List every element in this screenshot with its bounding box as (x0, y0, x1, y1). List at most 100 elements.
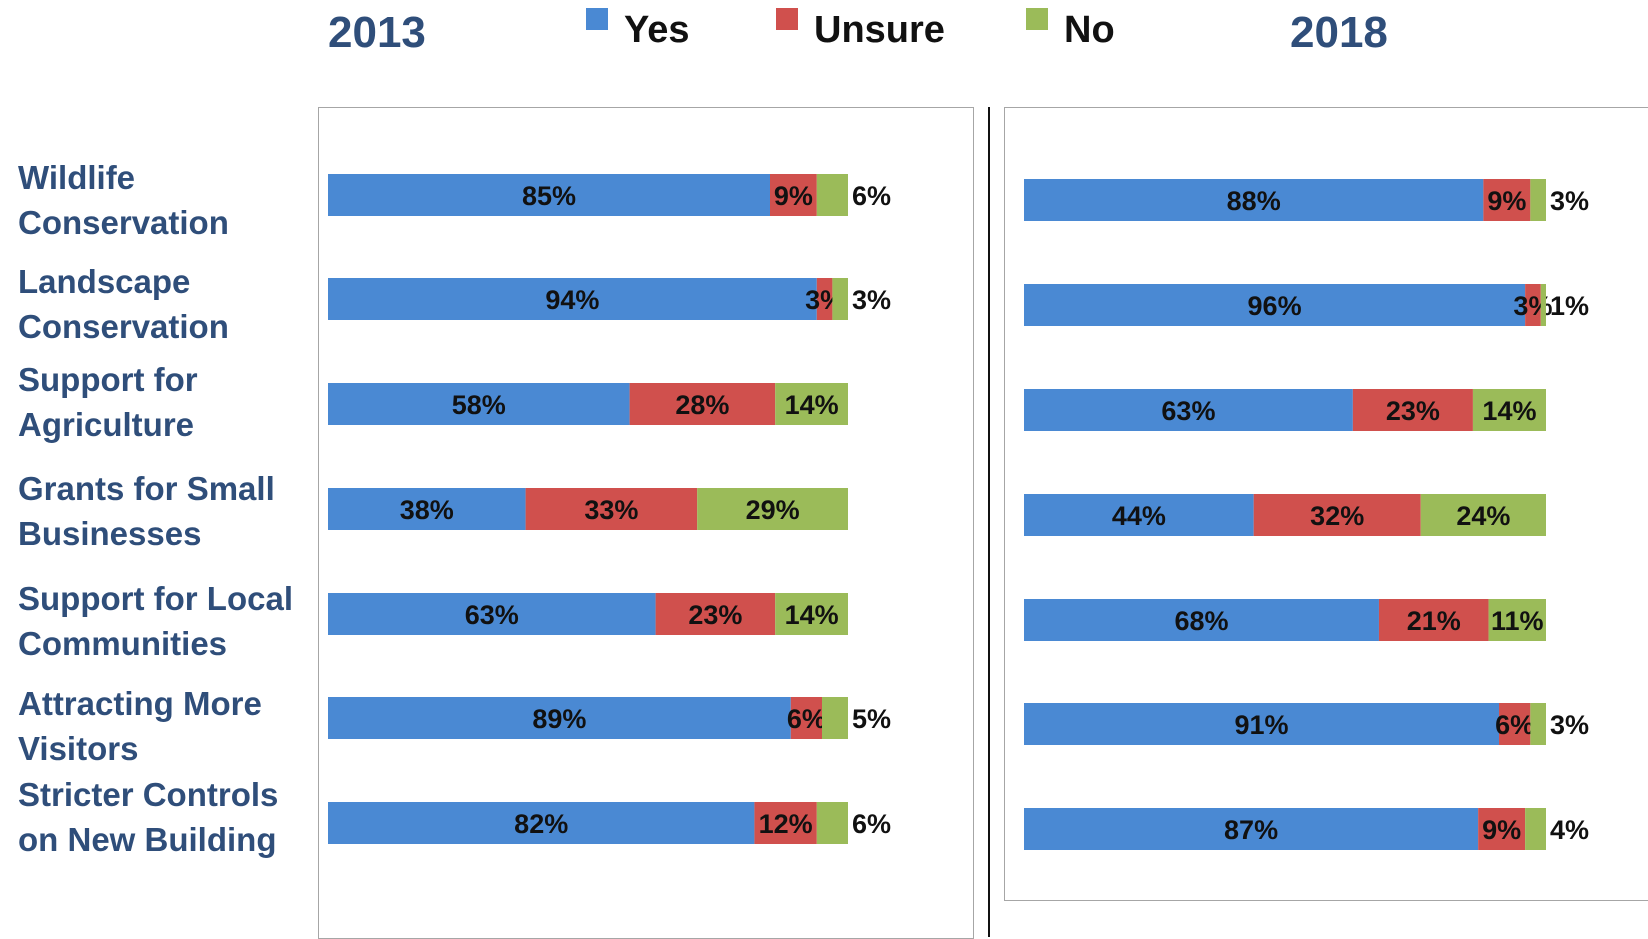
bar-2018-building-yes (1024, 808, 1479, 850)
data-label-2018-visitors-no: 3% (1550, 710, 1589, 740)
bar-2018-landscape-unsure (1525, 284, 1541, 326)
bar-2013-visitors-yes (328, 697, 791, 739)
bar-2013-landscape-no (832, 278, 848, 320)
bar-2018-landscape-no (1540, 284, 1546, 326)
category-label-line: Businesses (18, 515, 202, 552)
data-label-2013-wildlife-unsure: 9% (774, 181, 813, 211)
category-label-line: Support for (18, 361, 198, 398)
data-label-2013-communities-unsure: 23% (688, 600, 742, 630)
bar-2018-visitors-no (1530, 703, 1546, 745)
bar-2018-communities-no (1488, 599, 1546, 641)
data-label-2018-building-no: 4% (1550, 815, 1589, 845)
bar-2013-landscape-unsure (816, 278, 833, 320)
data-label-2018-grants-no: 24% (1456, 501, 1510, 531)
bar-2013-grants-unsure (525, 488, 698, 530)
category-label-visitors: Attracting More Visitors (18, 681, 318, 771)
data-label-2018-communities-no: 11% (1491, 606, 1544, 636)
data-label-2013-building-yes: 82% (514, 809, 568, 839)
legend-label-no: No (1064, 9, 1115, 51)
bar-2018-wildlife-no (1530, 179, 1546, 221)
category-label-communities: Support for Local Communities (18, 576, 318, 666)
data-label-2018-building-unsure: 9% (1482, 815, 1521, 845)
data-label-2018-building-yes: 87% (1224, 815, 1278, 845)
category-label-line: Stricter Controls (18, 776, 279, 813)
legend-swatch-no (1026, 8, 1048, 30)
bar-2013-grants-yes (328, 488, 526, 530)
data-label-2018-visitors-yes: 91% (1234, 710, 1288, 740)
category-label-line: Attracting More (18, 685, 262, 722)
legend-item-unsure: Unsure (776, 6, 945, 54)
data-label-2018-landscape-yes: 96% (1248, 291, 1302, 321)
bar-2013-visitors-no (822, 697, 848, 739)
bar-2013-communities-yes (328, 593, 656, 635)
bar-2018-landscape-yes (1024, 284, 1526, 326)
bar-2018-agriculture-no (1472, 389, 1546, 431)
chart-title-2018: 2018 (1290, 8, 1388, 57)
data-label-2013-visitors-yes: 89% (532, 704, 586, 734)
category-label-grants: Grants for Small Businesses (18, 466, 318, 556)
data-label-2013-wildlife-yes: 85% (522, 181, 576, 211)
data-label-2013-landscape-no: 3% (852, 285, 891, 315)
bar-2013-wildlife-no (816, 174, 848, 216)
legend-swatch-yes (586, 8, 608, 30)
bar-2018-grants-yes (1024, 494, 1254, 536)
bar-2018-building-no (1525, 808, 1546, 850)
data-label-2013-wildlife-no: 6% (852, 181, 891, 211)
data-label-2018-communities-unsure: 21% (1407, 606, 1461, 636)
bar-2013-communities-no (775, 593, 848, 635)
data-label-2018-agriculture-no: 14% (1482, 396, 1536, 426)
data-label-2018-visitors-unsure: 6% (1495, 710, 1534, 740)
data-label-2018-wildlife-yes: 88% (1227, 186, 1281, 216)
data-label-2018-agriculture-yes: 63% (1161, 396, 1215, 426)
legend-item-yes: Yes (586, 6, 690, 54)
data-label-2013-agriculture-no: 14% (785, 390, 839, 420)
bar-2013-building-unsure (754, 802, 817, 844)
bar-2013-landscape-yes (328, 278, 817, 320)
data-label-2018-grants-unsure: 32% (1310, 501, 1364, 531)
data-label-2018-wildlife-unsure: 9% (1487, 186, 1526, 216)
category-label-line: Landscape (18, 263, 191, 300)
data-label-2013-grants-yes: 38% (400, 495, 454, 525)
legend-label-yes: Yes (624, 9, 690, 51)
bar-2018-visitors-yes (1024, 703, 1500, 745)
category-label-line: Support for Local (18, 580, 293, 617)
bar-2018-grants-no (1420, 494, 1546, 536)
bar-2013-building-yes (328, 802, 755, 844)
data-label-2018-communities-yes: 68% (1174, 606, 1228, 636)
chart-title-2013: 2013 (328, 8, 426, 57)
category-label-line: Agriculture (18, 406, 195, 443)
bar-2018-building-unsure (1478, 808, 1526, 850)
bar-2013-wildlife-unsure (770, 174, 817, 216)
data-label-2013-visitors-no: 5% (852, 704, 891, 734)
category-label-line: Wildlife (18, 159, 136, 196)
bar-2013-wildlife-yes (328, 174, 770, 216)
bar-2018-wildlife-unsure (1483, 179, 1531, 221)
bar-2013-building-no (816, 802, 848, 844)
data-label-2013-landscape-yes: 94% (545, 285, 599, 315)
category-label-agriculture: Support for Agriculture (18, 357, 318, 447)
category-label-line: Conservation (18, 204, 229, 241)
data-label-2013-visitors-unsure: 6% (787, 704, 826, 734)
data-label-2018-landscape-unsure: 3% (1513, 291, 1552, 321)
data-label-2013-agriculture-yes: 58% (452, 390, 506, 420)
bar-2018-agriculture-unsure (1352, 389, 1473, 431)
category-label-line: Communities (18, 625, 228, 662)
bar-2018-communities-unsure (1378, 599, 1489, 641)
data-label-2018-wildlife-no: 3% (1550, 186, 1589, 216)
legend-swatch-unsure (776, 8, 798, 30)
legend-label-unsure: Unsure (814, 9, 945, 51)
data-label-2013-building-unsure: 12% (759, 809, 813, 839)
bar-2013-agriculture-yes (328, 383, 630, 425)
bar-2018-visitors-unsure (1499, 703, 1531, 745)
data-label-2018-landscape-no: 1% (1550, 291, 1589, 321)
data-label-2018-grants-yes: 44% (1112, 501, 1166, 531)
bar-2018-agriculture-yes (1024, 389, 1353, 431)
legend-item-no: No (1026, 6, 1115, 54)
data-label-2013-communities-no: 14% (785, 600, 839, 630)
bar-2018-communities-yes (1024, 599, 1379, 641)
category-label-landscape: Landscape Conservation (18, 259, 318, 349)
bar-2013-agriculture-unsure (629, 383, 776, 425)
category-label-building: Stricter Controls on New Building (18, 772, 318, 862)
data-label-2013-grants-unsure: 33% (584, 495, 638, 525)
